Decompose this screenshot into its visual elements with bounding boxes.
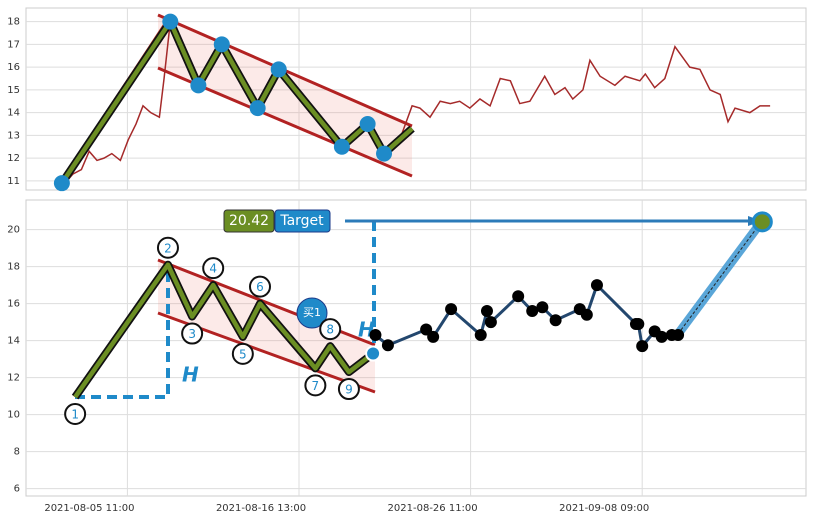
- x-tick-label: 2021-08-16 13:00: [216, 503, 306, 514]
- target-label: Target: [279, 213, 324, 229]
- after-point: [590, 279, 603, 292]
- pivot-point: [333, 138, 350, 155]
- pivot-label-ring: [231, 342, 254, 365]
- y-tick-label: 16: [7, 299, 20, 310]
- top-frame: [25, 7, 807, 191]
- after-point: [484, 316, 497, 329]
- y-tick-label: 12: [7, 153, 20, 164]
- after-point: [672, 329, 685, 342]
- after-point: [526, 305, 539, 317]
- y-tick-label: 10: [7, 410, 20, 421]
- pivot-label: 4: [209, 262, 217, 276]
- height-guide: [75, 264, 170, 399]
- pivot-label: 3: [188, 327, 196, 341]
- pivot-point: [270, 61, 287, 78]
- pivot-label: 1: [71, 408, 79, 422]
- height-label: H: [182, 363, 199, 387]
- price-label: 20.42: [229, 213, 269, 229]
- x-tick-label: 2021-08-05 11:00: [44, 503, 134, 514]
- target-path-inner: [677, 220, 763, 335]
- zigzag: [73, 262, 375, 399]
- after-point: [580, 308, 593, 321]
- after-point: [655, 330, 668, 343]
- price-box: [223, 209, 275, 233]
- y-tick-label: 15: [7, 85, 20, 96]
- pivot-point: [53, 175, 70, 192]
- y-tick-label: 18: [7, 262, 20, 273]
- after-point: [549, 314, 562, 327]
- after-point: [474, 329, 487, 342]
- after-point: [636, 340, 649, 353]
- pivot-label-ring: [319, 318, 342, 341]
- y-tick-label: 6: [14, 484, 20, 495]
- buy-marker: [296, 297, 328, 329]
- pivot-label: 5: [239, 347, 247, 361]
- pivot-label-ring: [202, 257, 225, 280]
- y-tick-label: 20: [7, 225, 20, 236]
- after-point: [536, 301, 549, 314]
- breakout-point: [365, 345, 382, 362]
- pivot-point: [359, 116, 376, 133]
- buy-label: 买1: [303, 306, 321, 319]
- pivot-label: 2: [164, 241, 172, 255]
- grid: [26, 8, 806, 496]
- pivot-label: 6: [256, 280, 264, 294]
- zigzag: [60, 19, 414, 185]
- pivot-label-ring: [337, 378, 360, 401]
- y-tick-label: 17: [7, 39, 20, 50]
- y-tick-label: 13: [7, 130, 20, 141]
- x-tick-label: 2021-09-08 09:00: [559, 503, 649, 514]
- after-point: [632, 317, 645, 330]
- after-point: [369, 329, 382, 342]
- pivot-label-ring: [304, 374, 327, 397]
- y-tick-label: 14: [7, 108, 20, 119]
- target-point: [751, 211, 773, 233]
- pivot-label-ring: [64, 403, 87, 426]
- pivot-point: [249, 100, 266, 117]
- target-box: [274, 209, 331, 233]
- y-tick-label: 12: [7, 373, 20, 384]
- pivot-point: [376, 145, 393, 162]
- bottom-frame: [25, 199, 807, 497]
- y-tick-label: 8: [14, 447, 20, 458]
- y-tick-label: 11: [7, 176, 20, 187]
- pivot-label: 7: [312, 379, 320, 393]
- pivot-label-ring: [156, 236, 179, 259]
- x-tick-label: 2021-08-26 11:00: [388, 503, 478, 514]
- pivot-label: 8: [326, 323, 334, 337]
- after-point: [381, 339, 394, 352]
- y-tick-label: 16: [7, 62, 20, 73]
- pivot-point: [213, 36, 230, 53]
- pivot-label: 9: [345, 383, 353, 397]
- pivot-label-ring: [249, 275, 271, 298]
- y-tick-label: 18: [7, 17, 20, 28]
- y-tick-label: 14: [7, 336, 20, 347]
- after-point: [445, 303, 458, 316]
- pivot-point: [190, 77, 207, 94]
- after-point: [480, 305, 493, 317]
- pivot-point: [162, 13, 179, 30]
- pivot-label-ring: [181, 322, 204, 345]
- after-point: [427, 330, 440, 343]
- after-point: [512, 290, 525, 303]
- price-line: [64, 18, 771, 184]
- after-line: [374, 282, 679, 350]
